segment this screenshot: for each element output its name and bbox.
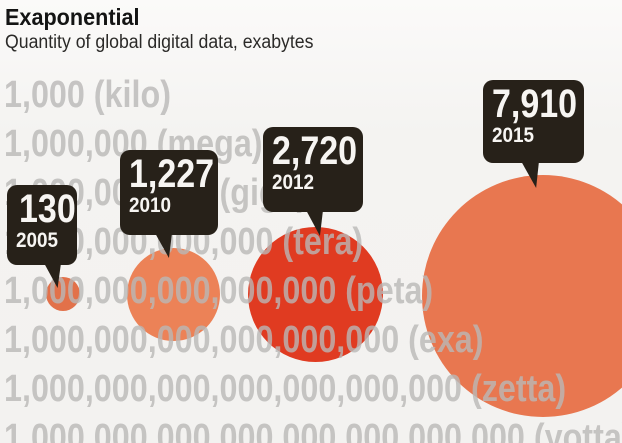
callout-2005: 130 2005 <box>7 185 77 265</box>
callout-2010-value: 1,227 <box>129 152 215 196</box>
callout-2015-value: 7,910 <box>492 82 578 126</box>
bubble-2010 <box>127 248 220 341</box>
chart-header: Exaponential Quantity of global digital … <box>5 4 337 54</box>
chart-title: Exaponential <box>5 4 140 30</box>
callout-2012: 2,720 2012 <box>263 127 363 212</box>
callout-2015: 7,910 2015 <box>483 80 584 163</box>
callout-2010: 1,227 2010 <box>120 150 218 235</box>
bubble-2005 <box>46 277 80 311</box>
callout-2010-year: 2010 <box>129 194 172 218</box>
scale-row-kilo: 1,000 (kilo) <box>4 74 171 116</box>
scale-row-exa: 1,000,000,000,000,000,000 (exa) <box>4 319 484 361</box>
scale-row-peta: 1,000,000,000,000,000 (peta) <box>4 270 434 312</box>
chart-subtitle: Quantity of global digital data, exabyte… <box>5 32 314 54</box>
bubble-2012 <box>248 227 383 362</box>
bubble-2015 <box>422 175 622 417</box>
scale-row-zetta: 1,000,000,000,000,000,000,000 (zetta) <box>4 368 567 410</box>
callout-2005-year: 2005 <box>16 229 59 253</box>
callout-2012-value: 2,720 <box>272 129 358 173</box>
scale-row-yotta: 1,000,000,000,000,000,000,000,000 (yotta… <box>4 417 622 443</box>
callout-2015-year: 2015 <box>492 124 535 148</box>
callout-2012-year: 2012 <box>272 171 315 195</box>
callout-2005-value: 130 <box>19 187 76 231</box>
